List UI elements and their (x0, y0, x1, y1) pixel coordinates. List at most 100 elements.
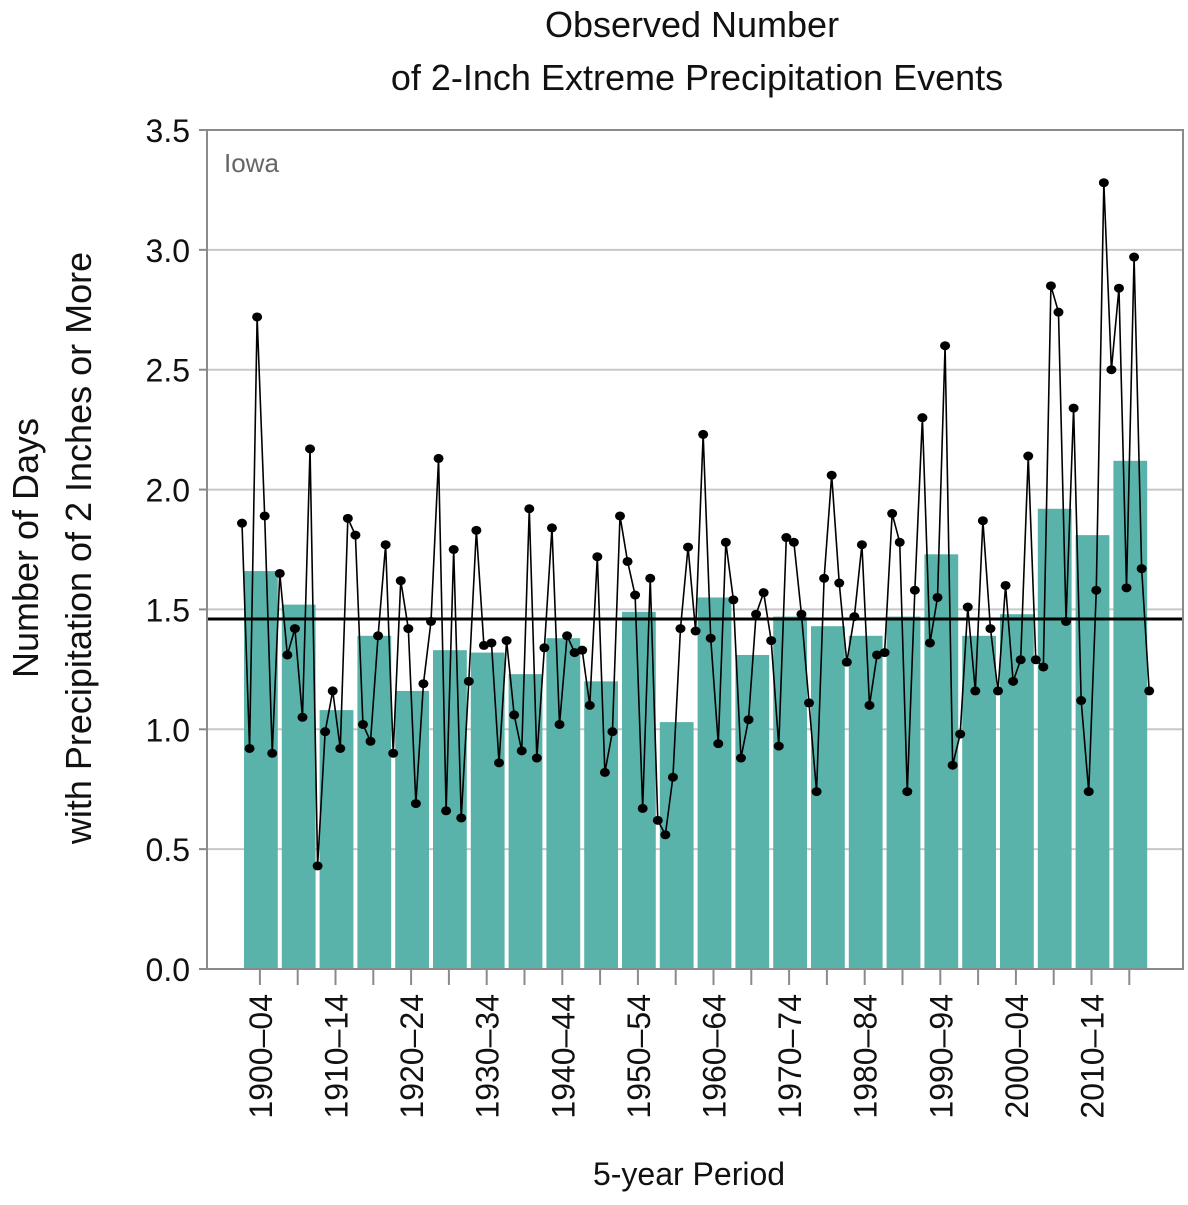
point-1931 (471, 525, 482, 535)
point-1917 (365, 736, 376, 746)
point-1999 (985, 624, 996, 634)
x-tick-label: 2000–04 (999, 994, 1035, 1119)
point-1947 (592, 552, 603, 562)
bar-2000–04 (1000, 614, 1034, 969)
point-1952 (630, 590, 641, 600)
point-1915 (350, 530, 361, 540)
point-1980 (841, 657, 852, 667)
point-1943 (562, 631, 573, 641)
bar-1995–99 (962, 635, 996, 969)
point-1966 (735, 753, 746, 763)
point-1930 (463, 676, 474, 686)
point-1944 (569, 648, 580, 658)
point-1993 (940, 341, 951, 351)
point-2002 (1008, 676, 1019, 686)
point-1903 (259, 511, 270, 521)
point-1901 (244, 743, 255, 753)
bar-1960–64 (697, 597, 732, 969)
y-tick-label: 2.5 (146, 353, 190, 389)
plot-frame (206, 129, 1184, 970)
point-1986 (887, 509, 898, 519)
y-axis-label-line-2: with Precipitation of 2 Inches or More (58, 252, 99, 845)
point-1923 (410, 799, 421, 809)
x-tick-label: 1940–44 (545, 994, 581, 1119)
point-1987 (894, 537, 905, 547)
point-1967 (743, 715, 754, 725)
point-1978 (826, 470, 837, 480)
point-1914 (342, 513, 353, 523)
point-1937 (516, 746, 527, 756)
x-tick-label: 1900–04 (243, 994, 279, 1119)
point-1935 (501, 636, 512, 646)
point-1962 (705, 633, 716, 643)
bar-1965–69 (735, 654, 770, 969)
point-1977 (819, 573, 830, 583)
y-tick-label: 3.0 (146, 233, 190, 269)
point-1926 (433, 453, 444, 463)
point-2014 (1098, 178, 1109, 188)
point-2007 (1045, 281, 1056, 291)
point-1910 (312, 861, 323, 871)
point-1976 (811, 787, 822, 797)
bar-2005–09 (1037, 508, 1072, 969)
x-tick-label: 1920–24 (394, 994, 430, 1119)
x-tick-label: 1980–84 (848, 994, 884, 1119)
bar-1980–84 (848, 635, 883, 969)
point-1970 (766, 636, 777, 646)
point-1938 (524, 504, 535, 514)
point-1950 (615, 511, 625, 521)
point-1955 (652, 815, 663, 825)
point-2003 (1015, 655, 1026, 665)
point-1908 (297, 712, 308, 722)
point-2001 (1000, 580, 1011, 590)
point-1956 (660, 830, 671, 840)
point-1902 (252, 312, 263, 322)
bar-1910–14 (319, 710, 354, 969)
point-1953 (637, 803, 648, 813)
y-tick-label: 1.0 (146, 712, 190, 748)
bar-1970–74 (773, 616, 807, 969)
y-tick-label: 3.5 (146, 113, 190, 149)
point-1984 (872, 650, 883, 660)
point-2017 (1121, 583, 1132, 593)
point-1929 (456, 813, 467, 823)
point-1920 (388, 748, 399, 758)
point-2006 (1038, 662, 1049, 672)
point-1928 (448, 545, 459, 554)
y-axis-label-line-1: Number of Days (5, 418, 46, 678)
point-2000 (993, 686, 1003, 696)
point-1934 (494, 758, 505, 768)
x-tick-label: 1930–34 (470, 994, 506, 1119)
point-1940 (539, 643, 550, 653)
x-tick-label: 1990–94 (923, 994, 959, 1119)
point-2012 (1083, 787, 1094, 797)
x-tick-label: 2010–14 (1075, 994, 1111, 1119)
point-2016 (1113, 283, 1124, 293)
point-2008 (1053, 307, 1064, 317)
point-1946 (584, 700, 595, 710)
bars (244, 460, 1148, 969)
point-1900 (237, 518, 247, 528)
point-1988 (902, 787, 913, 797)
point-1979 (834, 578, 845, 588)
point-1989 (909, 585, 920, 595)
point-2004 (1023, 451, 1034, 461)
point-1916 (357, 719, 368, 729)
chart-title-line-2: of 2-Inch Extreme Precipitation Events (391, 57, 1003, 98)
point-1927 (441, 806, 452, 816)
point-1933 (486, 638, 497, 648)
point-1957 (667, 772, 678, 782)
point-1981 (849, 612, 860, 622)
point-1948 (599, 767, 610, 777)
point-2019 (1136, 564, 1147, 574)
point-1918 (373, 631, 384, 641)
point-1960 (690, 626, 701, 636)
point-2011 (1076, 696, 1087, 706)
y-tick-label: 0.5 (146, 832, 190, 868)
x-tick-label: 1970–74 (772, 994, 808, 1119)
bar-1920–24 (395, 690, 429, 969)
annual-series (237, 178, 1155, 871)
y-tick-label: 1.5 (146, 592, 190, 628)
point-1961 (698, 429, 709, 439)
